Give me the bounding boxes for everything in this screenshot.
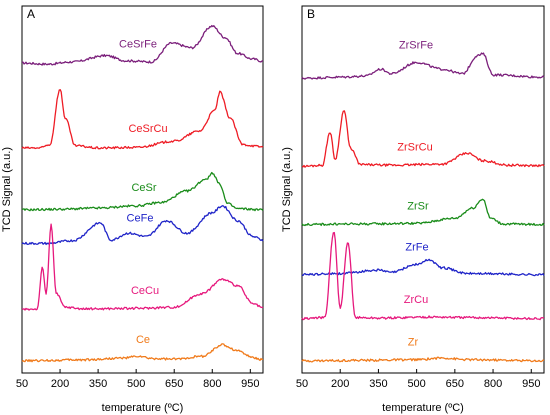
- series-label-CeSr: CeSr: [131, 182, 156, 194]
- panel-A: A 50 200 350 500 650 800 950 temperature (ºC) TCD…: [1, 5, 264, 414]
- series-label-CeFe: CeFe: [127, 213, 154, 225]
- series-line-CeCu: [21, 223, 264, 311]
- plot-frame: [21, 5, 264, 374]
- series-line-Ce: [21, 343, 264, 363]
- series-label-ZrFe: ZrFe: [405, 241, 428, 253]
- series-label-ZrSrCu: ZrSrCu: [397, 142, 432, 154]
- series-label-ZrCu: ZrCu: [404, 294, 428, 306]
- x-tick-label: 650: [165, 378, 183, 390]
- x-tick-label: 500: [407, 378, 425, 390]
- series-line-Zr: [301, 356, 545, 363]
- series-line-ZrCu: [301, 231, 545, 321]
- series-line-ZrSrFe: [301, 52, 545, 80]
- x-tick-label: 650: [446, 378, 464, 390]
- x-tick-label: 50: [296, 378, 308, 390]
- y-axis-label: TCD Signal (a.u.): [281, 147, 293, 232]
- panel-label: A: [27, 7, 35, 21]
- x-tick-label: 350: [89, 378, 107, 390]
- series-line-ZrFe: [301, 258, 545, 277]
- series-line-ZrSrCu: [301, 110, 545, 168]
- series-label-CeCu: CeCu: [131, 285, 159, 297]
- x-tick-label: 800: [484, 378, 502, 390]
- x-tick-label: 500: [127, 378, 145, 390]
- series-line-CeFe: [21, 205, 264, 246]
- plot-frame: [301, 5, 545, 374]
- x-tick-label: 950: [522, 378, 540, 390]
- panel-B: B 50 200 350 500 650 800 950 temperature (ºC) TCD…: [281, 5, 545, 414]
- series-label-CeSrFe: CeSrFe: [119, 38, 157, 50]
- series-label-ZrSr: ZrSr: [407, 200, 429, 212]
- series-label-CeSrCu: CeSrCu: [128, 123, 167, 135]
- x-axis-label: temperature (ºC): [382, 402, 464, 414]
- y-axis-label: TCD Signal (a.u.): [1, 147, 13, 232]
- series-label-ZrSrFe: ZrSrFe: [399, 39, 433, 51]
- x-tick-label: 800: [203, 378, 221, 390]
- x-axis-label: temperature (ºC): [102, 402, 184, 414]
- x-tick-label: 350: [369, 378, 387, 390]
- x-tick-label: 200: [331, 378, 349, 390]
- series-line-CeSrCu: [21, 89, 264, 150]
- x-tick-label: 950: [241, 378, 259, 390]
- series-label-Zr: Zr: [408, 337, 419, 349]
- series-label-Ce: Ce: [136, 334, 150, 346]
- x-tick-label: 200: [51, 378, 69, 390]
- series-line-CeSrFe: [21, 24, 264, 66]
- panel-label: B: [307, 7, 315, 21]
- series-line-ZrSr: [301, 198, 545, 227]
- x-tick-label: 50: [16, 378, 28, 390]
- series-line-CeSr: [21, 171, 264, 212]
